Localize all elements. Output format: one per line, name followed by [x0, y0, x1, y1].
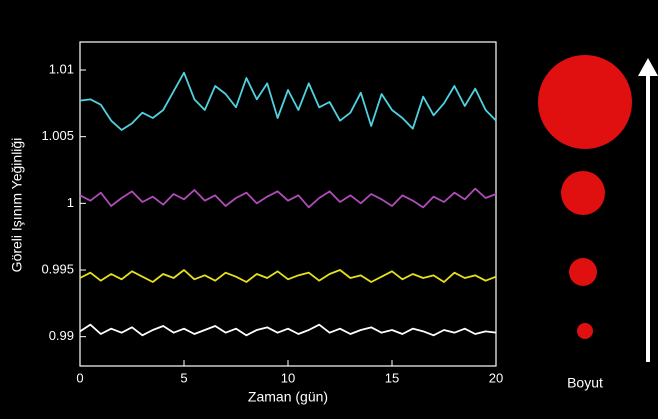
series-line — [79, 71, 497, 131]
y-axis-title: Göreli Işınım Yeğinliği — [9, 138, 25, 273]
star-medium — [561, 171, 605, 215]
series-line — [79, 323, 497, 337]
x-tick-label: 20 — [489, 370, 503, 385]
x-tick-label: 0 — [76, 370, 83, 385]
y-tick-label: 1 — [67, 195, 74, 210]
y-tick-label: 1.005 — [41, 128, 74, 143]
x-tick-label: 10 — [281, 370, 295, 385]
star-small — [569, 258, 597, 286]
star-tiny — [577, 323, 593, 339]
x-tick-label: 15 — [385, 370, 399, 385]
x-axis-title: Zaman (gün) — [248, 389, 328, 405]
series-line — [79, 187, 497, 209]
size-label: Boyut — [567, 375, 603, 391]
y-tick-label: 1.01 — [49, 61, 74, 76]
size-arrow-head — [638, 58, 658, 76]
y-tick-label: 0.995 — [41, 261, 74, 276]
series-line — [79, 269, 497, 283]
x-tick-label: 5 — [180, 370, 187, 385]
star-large — [538, 55, 632, 149]
star-images — [538, 55, 632, 339]
y-tick-label: 0.99 — [49, 328, 74, 343]
